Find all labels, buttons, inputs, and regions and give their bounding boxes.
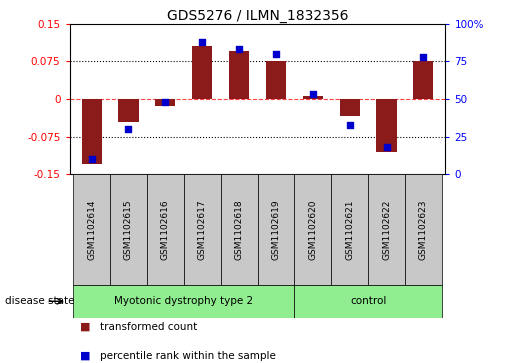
Point — [235, 46, 243, 52]
Bar — [405, 174, 442, 285]
Bar — [376, 99, 397, 152]
Point — [198, 39, 207, 45]
Bar — [192, 46, 212, 99]
Bar — [229, 51, 249, 99]
Text: GSM1102620: GSM1102620 — [308, 199, 317, 260]
Bar — [258, 174, 295, 285]
Bar — [184, 174, 220, 285]
Point — [308, 91, 317, 97]
Point — [125, 126, 133, 132]
Bar — [295, 285, 442, 318]
Bar — [413, 61, 434, 99]
Text: GSM1102619: GSM1102619 — [271, 199, 281, 260]
Text: GSM1102623: GSM1102623 — [419, 199, 428, 260]
Point — [272, 51, 280, 57]
Point — [382, 144, 390, 150]
Bar — [73, 285, 295, 318]
Text: GSM1102621: GSM1102621 — [345, 199, 354, 260]
Bar — [295, 174, 331, 285]
Text: GSM1102614: GSM1102614 — [87, 199, 96, 260]
Bar — [368, 174, 405, 285]
Text: GSM1102618: GSM1102618 — [234, 199, 244, 260]
Text: ■: ■ — [80, 322, 90, 332]
Text: GSM1102615: GSM1102615 — [124, 199, 133, 260]
Point — [161, 99, 169, 105]
Text: control: control — [350, 296, 386, 306]
Bar — [73, 174, 110, 285]
Text: disease state: disease state — [5, 296, 75, 306]
Text: Myotonic dystrophy type 2: Myotonic dystrophy type 2 — [114, 296, 253, 306]
Text: GDS5276 / ILMN_1832356: GDS5276 / ILMN_1832356 — [167, 9, 348, 23]
Bar — [303, 97, 323, 99]
Bar — [331, 174, 368, 285]
Text: GSM1102616: GSM1102616 — [161, 199, 170, 260]
Bar — [155, 99, 176, 106]
Text: GSM1102617: GSM1102617 — [198, 199, 207, 260]
Bar — [147, 174, 184, 285]
Bar — [339, 99, 360, 117]
Point — [88, 156, 96, 162]
Point — [346, 122, 354, 127]
Text: percentile rank within the sample: percentile rank within the sample — [100, 351, 277, 361]
Point — [419, 54, 427, 60]
Bar — [110, 174, 147, 285]
Text: GSM1102622: GSM1102622 — [382, 199, 391, 260]
Text: transformed count: transformed count — [100, 322, 198, 332]
Bar — [220, 174, 258, 285]
Bar — [266, 61, 286, 99]
Bar — [81, 99, 102, 164]
Text: ■: ■ — [80, 351, 90, 361]
Bar — [118, 99, 139, 122]
